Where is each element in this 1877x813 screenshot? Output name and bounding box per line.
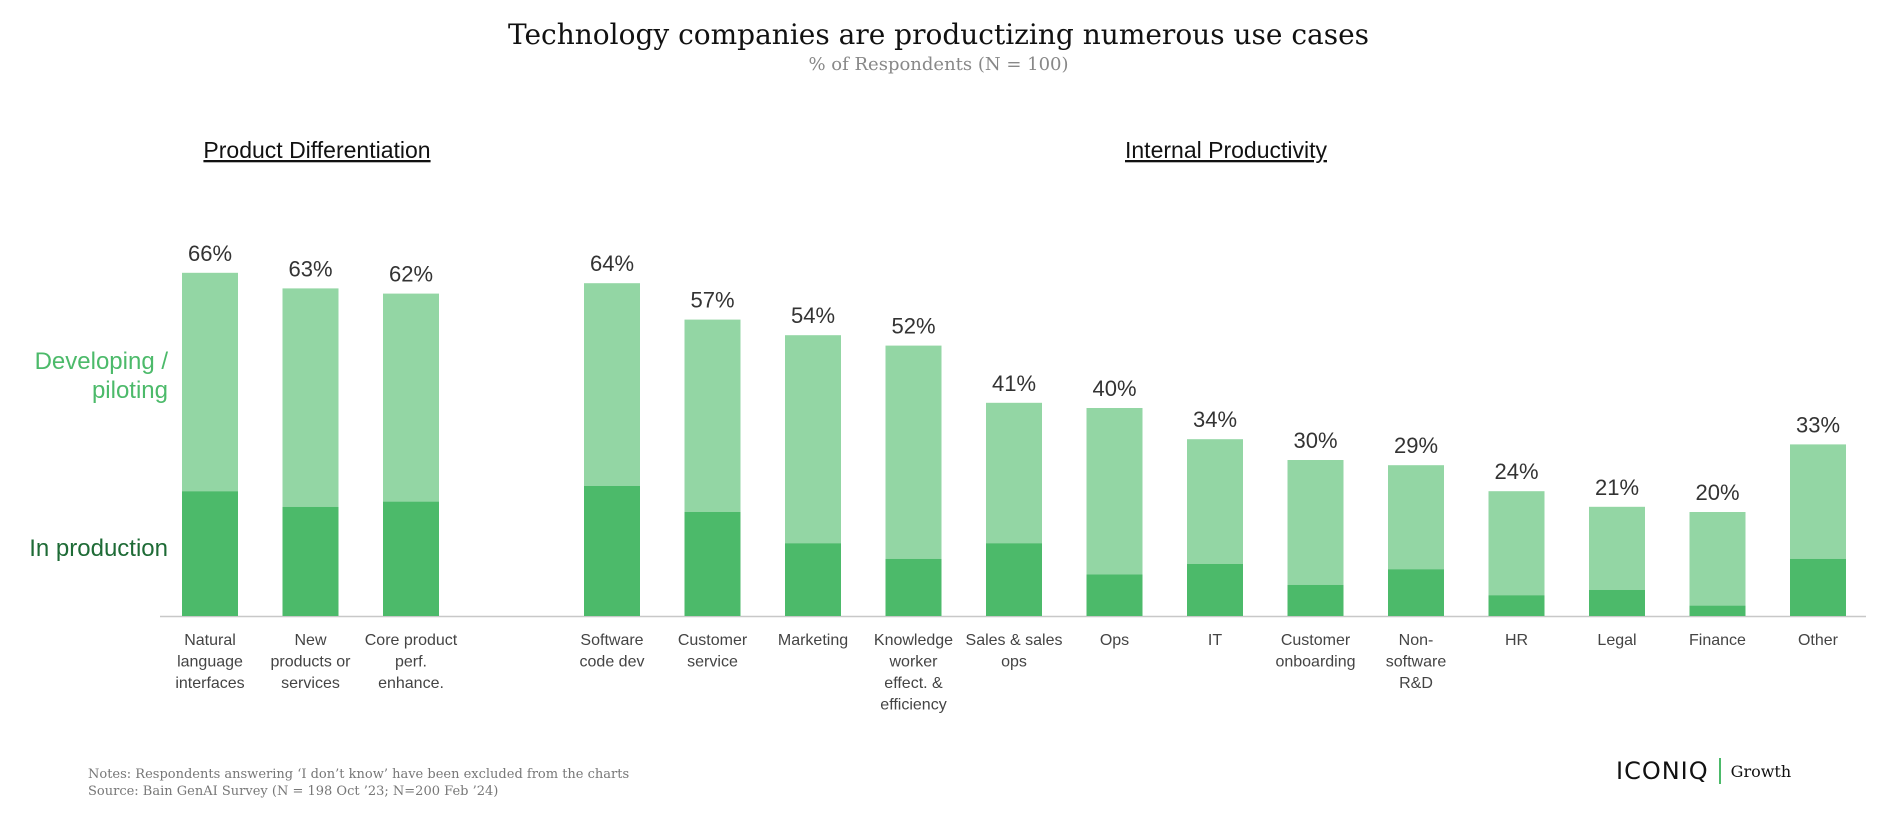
bar-production-1-11 [1689, 605, 1746, 616]
value-label-1-0: 64% [590, 251, 634, 276]
logo-divider [1718, 758, 1721, 784]
bar-production-0-0 [182, 491, 238, 616]
bar-production-1-0 [584, 486, 640, 616]
notes-text: Notes: Respondents answering ‘I don’t kn… [88, 767, 630, 782]
value-label-0-1: 63% [288, 256, 332, 281]
bar-developing-0-1 [282, 288, 339, 507]
bar-developing-1-8 [1388, 465, 1444, 570]
tick-label-1-4-0: Sales & sales [966, 632, 1063, 649]
tick-label-1-7-0: Customer [1281, 632, 1351, 649]
bar-production-1-5 [1086, 574, 1143, 616]
tick-label-1-7-1: onboarding [1275, 654, 1355, 671]
tick-label-1-5-0: Ops [1100, 632, 1129, 649]
value-label-1-12: 33% [1796, 412, 1840, 437]
bar-developing-0-2 [383, 293, 439, 502]
value-label-1-1: 57% [690, 288, 734, 313]
tick-label-1-12-0: Other [1798, 632, 1839, 649]
tick-label-1-6-0: IT [1208, 632, 1222, 649]
tick-label-1-8-1: software [1386, 654, 1447, 671]
tick-label-1-8-0: Non- [1399, 632, 1434, 649]
tick-label-1-10-0: Legal [1597, 632, 1636, 649]
bar-developing-1-6 [1187, 439, 1243, 564]
value-label-0-2: 62% [389, 262, 433, 287]
bar-developing-1-3 [885, 345, 942, 559]
value-label-1-11: 20% [1695, 480, 1739, 505]
tick-label-1-0-0: Software [580, 632, 643, 649]
tick-label-0-2-1: perf. [395, 654, 427, 671]
tick-label-1-0-1: code dev [580, 654, 645, 671]
value-label-0-0: 66% [188, 241, 232, 266]
tick-label-1-4-1: ops [1001, 654, 1027, 671]
legend-developing-line2: piloting [92, 377, 168, 404]
bar-developing-1-5 [1086, 408, 1143, 575]
bar-production-1-9 [1488, 595, 1545, 616]
tick-label-0-2-0: Core product [365, 632, 458, 649]
iconiq-growth-logo: ICONIQ Growth [1616, 756, 1791, 786]
bar-production-1-10 [1589, 590, 1645, 616]
bar-developing-1-1 [684, 319, 741, 512]
bar-developing-1-11 [1689, 512, 1746, 606]
chart-title: Technology companies are productizing nu… [507, 18, 1370, 51]
tick-label-0-1-1: products or [270, 654, 351, 671]
bar-developing-1-10 [1589, 506, 1645, 590]
bar-developing-0-0 [182, 272, 238, 492]
tick-label-0-0-1: language [177, 654, 243, 671]
bar-developing-1-2 [785, 335, 841, 544]
logo-sub-text: Growth [1730, 761, 1792, 781]
tick-label-1-2-0: Marketing [778, 632, 848, 649]
bar-developing-1-7 [1287, 460, 1344, 585]
bar-production-1-3 [885, 558, 942, 616]
tick-label-0-2-2: enhance. [378, 675, 444, 692]
value-label-1-10: 21% [1595, 475, 1639, 500]
value-label-1-4: 41% [992, 371, 1036, 396]
value-label-1-5: 40% [1092, 376, 1136, 401]
value-label-1-3: 52% [891, 314, 935, 339]
tick-label-1-1-0: Customer [678, 632, 748, 649]
tick-label-1-3-1: worker [888, 654, 938, 671]
value-label-1-8: 29% [1394, 433, 1438, 458]
group-heading-1: Internal Productivity [1125, 137, 1327, 163]
bar-developing-1-12 [1790, 444, 1846, 559]
tick-label-0-1-0: New [294, 632, 326, 649]
bar-production-1-8 [1388, 569, 1444, 616]
value-label-1-9: 24% [1494, 459, 1538, 484]
tick-label-0-0-0: Natural [184, 632, 236, 649]
tick-label-1-8-2: R&D [1399, 675, 1433, 692]
bar-production-1-7 [1287, 584, 1344, 616]
bar-developing-1-9 [1488, 491, 1545, 596]
legend-production: In production [29, 535, 168, 562]
bar-production-0-1 [282, 506, 339, 616]
legend-developing-line1: Developing / [35, 348, 169, 375]
tick-label-1-9-0: HR [1505, 632, 1528, 649]
bar-production-1-4 [986, 543, 1042, 616]
value-label-1-7: 30% [1293, 428, 1337, 453]
bar-production-1-2 [785, 543, 841, 616]
bar-developing-1-0 [584, 283, 640, 486]
tick-label-1-1-1: service [687, 654, 738, 671]
value-label-1-6: 34% [1193, 407, 1237, 432]
tick-label-0-1-2: services [281, 675, 340, 692]
bar-production-1-1 [684, 512, 741, 616]
bar-developing-1-4 [986, 402, 1042, 544]
group-heading-0: Product Differentiation [203, 137, 430, 163]
tick-label-1-11-0: Finance [1689, 632, 1746, 649]
tick-label-1-3-3: efficiency [880, 697, 946, 714]
chart-subtitle: % of Respondents (N = 100) [808, 54, 1069, 75]
value-label-1-2: 54% [791, 303, 835, 328]
footnotes: Notes: Respondents answering ‘I don’t kn… [88, 766, 629, 800]
tick-label-0-0-2: interfaces [175, 675, 244, 692]
bar-production-1-6 [1187, 564, 1243, 616]
source-text: Source: Bain GenAI Survey (N = 198 Oct ’… [88, 784, 499, 799]
tick-label-1-3-2: effect. & [884, 675, 943, 692]
logo-main-text: ICONIQ [1616, 757, 1709, 785]
bar-production-0-2 [383, 501, 439, 616]
tick-label-1-3-0: Knowledge [874, 632, 953, 649]
bar-production-1-12 [1790, 558, 1846, 616]
